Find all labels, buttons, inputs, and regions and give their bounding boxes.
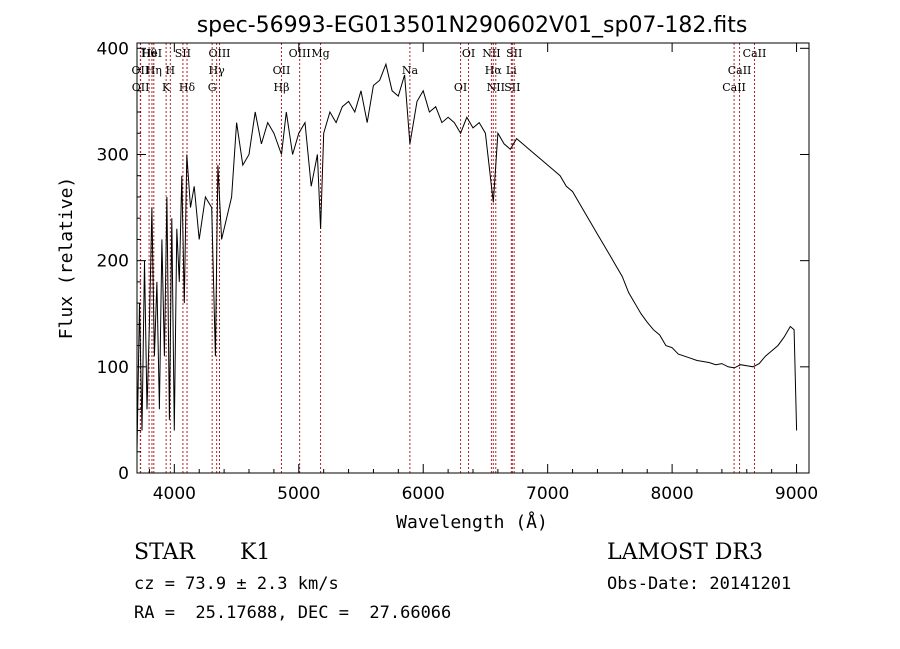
- emission-line-label: OII: [132, 81, 150, 94]
- emission-line-label: Hδ: [179, 81, 196, 94]
- spectrum-series-line: [136, 62, 798, 452]
- x-tick-label: 4000: [153, 484, 196, 504]
- emission-line-label: CaII: [728, 64, 752, 77]
- object-class: STAR: [134, 540, 195, 565]
- emission-line-label: OII: [132, 64, 150, 77]
- emission-line-label: Hα: [485, 64, 503, 77]
- emission-line-label: Hη: [146, 64, 162, 77]
- coordinates-text: RA = 25.17688, DEC = 27.66066: [134, 603, 452, 623]
- emission-line-label: NII: [487, 81, 505, 94]
- y-tick-label: 0: [118, 464, 129, 484]
- emission-line-label: SII: [506, 47, 522, 60]
- x-tick-label: 5000: [277, 484, 320, 504]
- emission-line-label: OII: [273, 64, 291, 77]
- emission-line-label: NII: [482, 47, 500, 60]
- emission-line-label: OI: [454, 81, 467, 94]
- x-axis-label: Wavelength (Å): [396, 511, 548, 533]
- y-tick-label: 100: [97, 358, 129, 378]
- chart-title: spec-56993-EG013501N290602V01_sp07-182.f…: [197, 13, 748, 38]
- emission-line-label: Li: [506, 64, 517, 77]
- y-tick-label: 200: [97, 252, 129, 272]
- emission-line-label: Hβ: [274, 81, 290, 94]
- emission-line-label: SII: [175, 47, 191, 60]
- x-tick-label: 6000: [402, 484, 445, 504]
- emission-line-label: Hθ: [141, 47, 158, 60]
- emission-line-label: OI: [462, 47, 475, 60]
- survey-name: LAMOST DR3: [607, 540, 763, 565]
- emission-line-label: Hγ: [209, 64, 226, 77]
- emission-line-label: Mg: [311, 47, 329, 60]
- plot-frame: [136, 42, 810, 474]
- y-tick-label: 300: [97, 145, 129, 165]
- emission-line-label: CaII: [743, 47, 767, 60]
- obs-date-text: Obs-Date: 20141201: [607, 574, 792, 594]
- x-axis-ticks: 4000 5000 6000 7000 8000 9000: [148, 43, 818, 504]
- redshift-text: cz = 73.9 ± 2.3 km/s: [134, 574, 339, 594]
- emission-line-label: K: [162, 81, 171, 94]
- object-subclass: K1: [240, 540, 271, 565]
- emission-line-label: SII: [504, 81, 520, 94]
- x-tick-label: 7000: [526, 484, 569, 504]
- emission-line-label: HeI: [142, 47, 162, 60]
- emission-line-label: OIII: [208, 47, 230, 60]
- emission-line-label: Na: [402, 64, 419, 77]
- y-tick-label: 400: [97, 39, 129, 59]
- emission-lines-layer: [139, 43, 755, 473]
- emission-line-label: H: [166, 64, 176, 77]
- emission-line-label: G: [208, 81, 217, 94]
- x-tick-label: 8000: [650, 484, 693, 504]
- y-axis-label: Flux (relative): [56, 177, 77, 340]
- y-axis-ticks: 0 100 200 300 400: [97, 39, 809, 484]
- emission-line-label: CaII: [722, 81, 746, 94]
- emission-line-label: OIII: [289, 47, 311, 60]
- x-tick-label: 9000: [775, 484, 818, 504]
- spectrum-chart: spec-56993-EG013501N290602V01_sp07-182.f…: [56, 13, 818, 533]
- emission-line-labels: Hθ OII OII HeI HηK SII HHδ OIII Hγ G OIII OII Hβ Mg Na…: [132, 47, 767, 94]
